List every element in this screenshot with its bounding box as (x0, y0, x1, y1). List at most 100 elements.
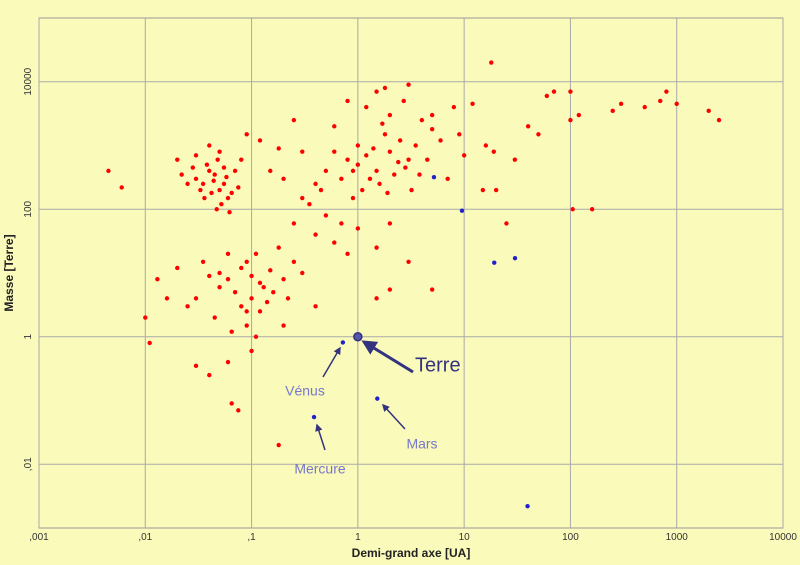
point (276, 245, 281, 250)
point (332, 124, 337, 129)
x-tick-label: 10 (459, 532, 471, 543)
x-tick-label: 1 (355, 532, 361, 543)
point (459, 208, 465, 213)
annotation-arrow (315, 423, 326, 451)
point (179, 172, 184, 177)
point (425, 157, 430, 162)
annotation: Mars (406, 436, 437, 452)
point (457, 132, 462, 137)
point (300, 149, 305, 154)
point (244, 323, 249, 328)
y-tick-label: 1 (23, 334, 34, 340)
point (249, 296, 254, 301)
x-tick-label: ,001 (29, 532, 49, 543)
point (392, 172, 397, 177)
point (568, 89, 573, 94)
point (185, 181, 190, 187)
point (212, 172, 217, 177)
point (470, 101, 475, 107)
point (276, 442, 281, 448)
point (244, 259, 249, 264)
point (207, 273, 212, 279)
point (229, 190, 234, 196)
point (225, 195, 231, 201)
point (483, 143, 489, 148)
point (311, 414, 317, 420)
point (313, 232, 318, 237)
point (175, 157, 180, 162)
point (525, 503, 530, 509)
point (504, 221, 509, 226)
point (387, 221, 393, 226)
y-tick-label: 100 (23, 200, 34, 217)
point (525, 124, 531, 129)
annotation-arrow (361, 340, 414, 374)
point (106, 168, 111, 174)
point (232, 289, 238, 295)
point (451, 104, 457, 110)
point (492, 260, 497, 265)
annotation: Mercure (294, 461, 346, 477)
point (429, 112, 435, 118)
point (706, 108, 711, 114)
point (387, 149, 393, 154)
point (716, 117, 722, 123)
point (285, 296, 291, 301)
point (413, 143, 418, 148)
point (318, 187, 324, 193)
point (589, 207, 595, 212)
point (193, 296, 199, 301)
point (198, 187, 203, 193)
point (406, 259, 411, 264)
earth-ring (353, 332, 363, 342)
point (350, 168, 356, 174)
point (332, 240, 337, 245)
point (193, 153, 199, 158)
point (512, 255, 518, 261)
point (355, 143, 361, 148)
point (253, 251, 259, 257)
point (345, 251, 350, 257)
point (257, 138, 263, 143)
point (207, 372, 212, 378)
point (339, 221, 344, 226)
point (143, 315, 148, 320)
point (576, 112, 582, 118)
point (291, 259, 297, 264)
point (253, 334, 259, 339)
point (618, 101, 624, 107)
point (401, 98, 406, 104)
point (536, 132, 541, 137)
x-tick-label: 100 (562, 532, 579, 543)
point (239, 265, 244, 271)
point (387, 112, 393, 118)
point (268, 268, 273, 273)
point (382, 85, 388, 91)
point (570, 207, 575, 212)
point (461, 153, 467, 158)
point (193, 363, 199, 369)
point (340, 340, 346, 345)
point (313, 304, 318, 309)
point (355, 226, 361, 231)
point (364, 104, 369, 110)
point (350, 195, 356, 201)
point (239, 304, 244, 309)
point (380, 121, 385, 126)
point (568, 117, 573, 123)
point (339, 176, 344, 182)
point (664, 89, 669, 94)
point (214, 207, 219, 212)
point (307, 202, 312, 207)
point (215, 157, 220, 162)
annotation: Vénus (285, 383, 325, 399)
point (387, 287, 393, 292)
point (377, 181, 382, 187)
point (409, 187, 414, 193)
point (209, 190, 214, 196)
point (374, 168, 379, 174)
point (323, 213, 329, 218)
point (375, 396, 380, 401)
point (493, 187, 499, 193)
